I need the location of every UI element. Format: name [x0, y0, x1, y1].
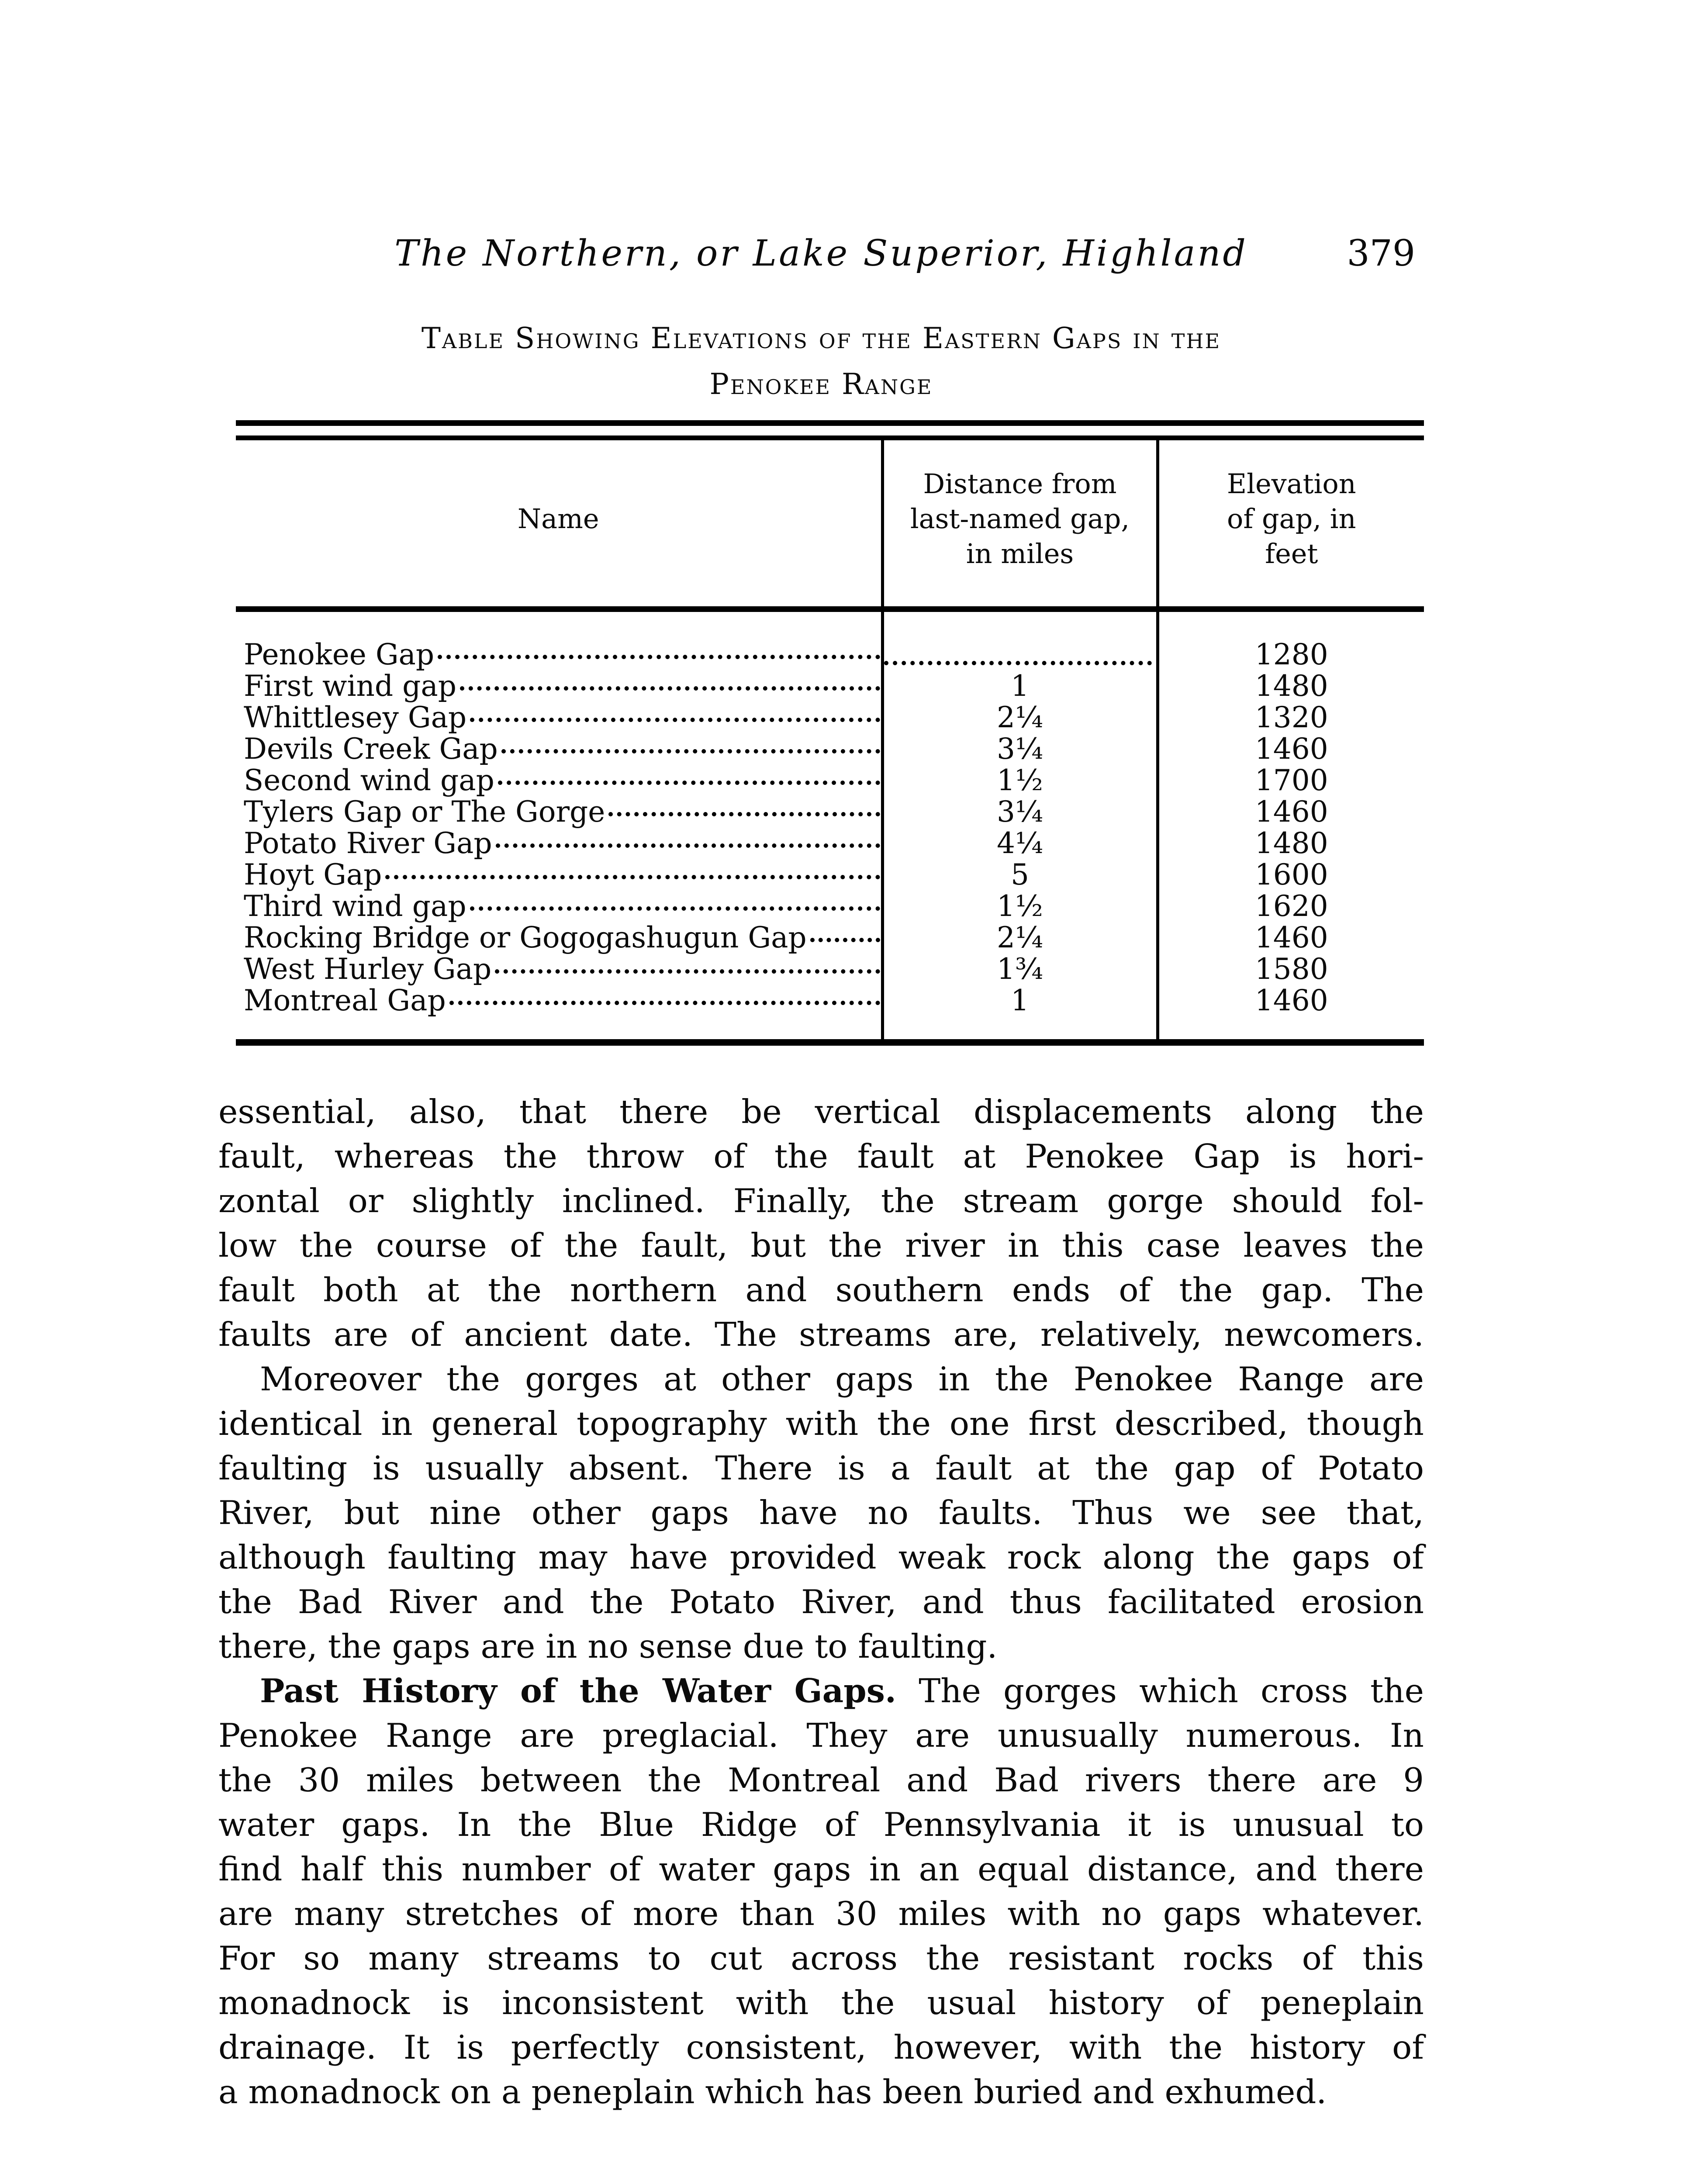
- text-line: although faulting may have provided weak…: [218, 1538, 1424, 1576]
- column-header-distance: Distance from last-named gap, in miles: [881, 440, 1158, 612]
- gap-distance: 1½: [997, 764, 1043, 797]
- table-row: Third wind gap 1½ 1620: [236, 891, 1424, 922]
- text-line: For so many streams to cut across the re…: [218, 1939, 1424, 1977]
- gap-elevation: 1580: [1254, 952, 1328, 986]
- text-line: faulting is usually absent. There is a f…: [218, 1449, 1424, 1487]
- gap-distance: 5: [1011, 858, 1029, 892]
- table-row: Hoyt Gap 5 1600: [236, 859, 1424, 891]
- gap-distance: 2¼: [997, 921, 1043, 954]
- gap-distance: 3¼: [997, 795, 1043, 829]
- text-line: Penokee Range are preglacial. They are u…: [218, 1716, 1424, 1755]
- table-row: Potato River Gap 4¼ 1480: [236, 828, 1424, 859]
- gap-distance: 1¾: [997, 952, 1043, 986]
- text-line: zontal or slightly inclined. Finally, th…: [218, 1182, 1424, 1220]
- text-line: drainage. It is perfectly consistent, ho…: [218, 2028, 1424, 2067]
- gap-name: Hoyt Gap: [244, 858, 382, 892]
- gap-elevation: 1700: [1254, 764, 1328, 797]
- table-row: Second wind gap 1½ 1700: [236, 765, 1424, 796]
- text-line: identical in general topography with the…: [218, 1404, 1424, 1443]
- gap-name: First wind gap: [244, 669, 457, 703]
- table-row: Whittlesey Gap 2¼ 1320: [236, 702, 1424, 733]
- text-line: faults are of ancient date. The streams …: [218, 1315, 1424, 1354]
- gap-elevation: 1480: [1254, 669, 1328, 703]
- gap-name: Potato River Gap: [244, 826, 492, 860]
- text-line: fault both at the northern and southern …: [218, 1271, 1424, 1309]
- table-caption: Table Showing Elevations of the Eastern …: [218, 315, 1424, 407]
- table-header: Name Distance from last-named gap, in mi…: [236, 440, 1424, 612]
- table-bottom-rule: [236, 1039, 1424, 1046]
- gap-elevation: 1280: [1254, 638, 1328, 671]
- gap-name: West Hurley Gap: [244, 952, 492, 986]
- gap-elevation: 1600: [1254, 858, 1328, 892]
- gap-distance: 2¼: [997, 701, 1043, 734]
- table-row: First wind gap 1 1480: [236, 670, 1424, 702]
- text-line: the Bad River and the Potato River, and …: [218, 1583, 1424, 1621]
- table-row: Montreal Gap 1 1460: [236, 985, 1424, 1039]
- gap-name: Devils Creek Gap: [244, 732, 498, 766]
- gap-elevation: 1620: [1254, 889, 1328, 923]
- gap-elevation: 1320: [1254, 701, 1328, 734]
- page-content: The Northern, or Lake Superior, Highland…: [218, 0, 1424, 2114]
- column-header-elevation: Elevation of gap, in feet: [1156, 440, 1424, 612]
- text-line: Past History of the Water Gaps. The gorg…: [260, 1672, 1424, 1710]
- text-line: Moreover the gorges at other gaps in the…: [260, 1360, 1424, 1398]
- text-line: are many stretches of more than 30 miles…: [218, 1894, 1424, 1933]
- gap-name: Whittlesey Gap: [244, 701, 467, 734]
- text-line: essential, also, that there be vertical …: [218, 1092, 1424, 1131]
- elevation-table: Name Distance from last-named gap, in mi…: [236, 420, 1424, 1046]
- paragraph: Past History of the Water Gaps. The gorg…: [218, 1669, 1424, 2114]
- running-head: The Northern, or Lake Superior, Highland…: [218, 229, 1424, 278]
- paragraph: essential, also, that there be vertical …: [218, 1089, 1424, 1357]
- column-header-name: Name: [236, 440, 882, 612]
- gap-elevation: 1460: [1254, 921, 1328, 954]
- table-caption-line-2: Penokee Range: [709, 367, 933, 401]
- gap-distance: 3¼: [997, 732, 1043, 766]
- text-line: there, the gaps are in no sense due to f…: [218, 1627, 998, 1666]
- gap-elevation: 1460: [1254, 984, 1328, 1017]
- table-row: Tylers Gap or The Gorge 3¼ 1460: [236, 796, 1424, 828]
- text-line: find half this number of water gaps in a…: [218, 1850, 1424, 1888]
- section-heading: Past History of the Water Gaps.: [260, 1672, 897, 1710]
- gap-distance: 4¼: [997, 826, 1043, 860]
- table-caption-line-1: Table Showing Elevations of the Eastern …: [421, 321, 1221, 355]
- gap-name: Penokee Gap: [244, 638, 435, 671]
- page-number: 379: [1347, 233, 1415, 274]
- gap-elevation: 1460: [1254, 732, 1328, 766]
- text-line: monadnock is inconsistent with the usual…: [218, 1984, 1424, 2022]
- table-body: Penokee Gap 1280 First wind gap: [236, 609, 1424, 1039]
- gap-elevation: 1480: [1254, 826, 1328, 860]
- text-line: low the course of the fault, but the riv…: [218, 1226, 1424, 1265]
- text-line: the 30 miles between the Montreal and Ba…: [218, 1761, 1424, 1799]
- text-line: fault, whereas the throw of the fault at…: [218, 1137, 1424, 1175]
- table-row: Penokee Gap 1280: [236, 609, 1424, 671]
- gap-name: Rocking Bridge or Gogogashugun Gap: [244, 921, 807, 954]
- table-row: Devils Creek Gap 3¼ 1460: [236, 733, 1424, 765]
- gap-name: Second wind gap: [244, 764, 494, 797]
- table-top-double-rule: [236, 420, 1424, 440]
- text-line: a monadnock on a peneplain which has bee…: [218, 2073, 1327, 2111]
- gap-distance: 1: [1011, 984, 1029, 1017]
- text-line: water gaps. In the Blue Ridge of Pennsyl…: [218, 1805, 1424, 1844]
- paragraph: Moreover the gorges at other gaps in the…: [218, 1357, 1424, 1669]
- running-head-title: The Northern, or Lake Superior, Highland: [394, 233, 1248, 274]
- table-row: Rocking Bridge or Gogogashugun Gap 2¼ 14…: [236, 922, 1424, 954]
- table-row: West Hurley Gap 1¾ 1580: [236, 954, 1424, 985]
- gap-elevation: 1460: [1254, 795, 1328, 829]
- body-text: essential, also, that there be vertical …: [218, 1089, 1424, 2114]
- gap-distance: 1: [1011, 669, 1029, 703]
- gap-name: Montreal Gap: [244, 984, 446, 1017]
- text-line: River, but nine other gaps have no fault…: [218, 1493, 1424, 1532]
- gap-name: Third wind gap: [244, 889, 466, 923]
- gap-distance: 1½: [997, 889, 1043, 923]
- gap-name: Tylers Gap or The Gorge: [244, 795, 605, 829]
- gaps-table: Name Distance from last-named gap, in mi…: [236, 440, 1424, 1039]
